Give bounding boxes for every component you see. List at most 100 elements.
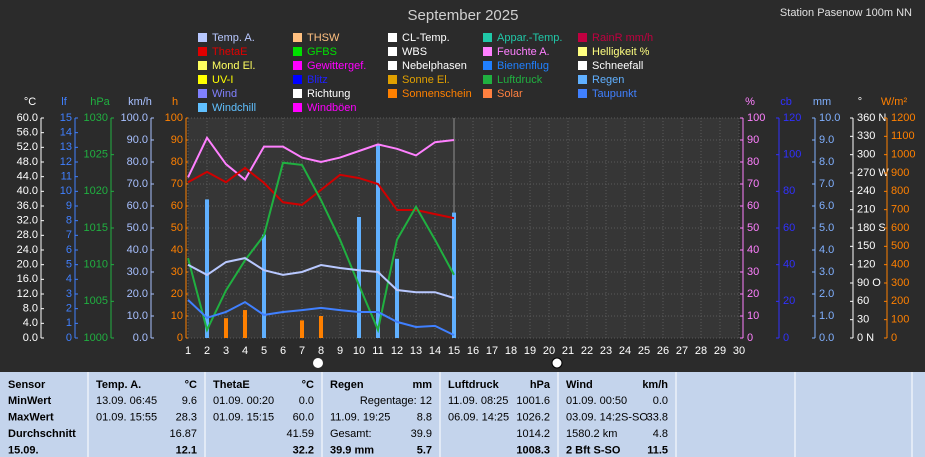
axis-unit: W/m² (881, 96, 908, 108)
tick-label: 36.0 (17, 200, 38, 212)
table-cell: 12.1 (176, 444, 197, 456)
legend-swatch (293, 89, 302, 98)
legend-swatch (483, 33, 492, 42)
tick-label: 0 (66, 332, 72, 344)
axis-unit: h (172, 96, 178, 108)
tick-label: 50 (747, 222, 759, 234)
tick-label: 12.0 (17, 288, 38, 300)
tick-label: 56.0 (17, 127, 38, 139)
table-cell: 11.09. 08:25 (448, 395, 508, 407)
tick-label: 20.0 (17, 259, 38, 271)
legend-swatch (198, 89, 207, 98)
table-cell: MaxWert (8, 411, 54, 423)
legend-label: GFBS (307, 46, 337, 58)
table-cell: Wind (566, 379, 593, 391)
tick-label: 70 (171, 178, 183, 190)
table-cell: km/h (642, 379, 668, 391)
tick-label: 60 (783, 222, 795, 234)
tick-label: 20 (783, 295, 795, 307)
series-line (187, 257, 455, 299)
tick-label: 0 (783, 332, 789, 344)
x-tick-label: 27 (676, 345, 688, 357)
tick-label: 30 (857, 314, 869, 326)
table-cell: 9.6 (182, 395, 197, 407)
legend-label: ThetaE (212, 46, 247, 58)
tick-label: 100.0 (120, 112, 148, 124)
legend-swatch (578, 89, 587, 98)
x-tick-label: 12 (391, 345, 403, 357)
legend-label: THSW (307, 32, 340, 44)
tick-label: 30.0 (127, 266, 148, 278)
legend-swatch (388, 89, 397, 98)
x-tick-label: 22 (581, 345, 593, 357)
tick-label: 24.0 (17, 244, 38, 256)
x-tick-label: 19 (524, 345, 536, 357)
tick-label: 11 (61, 171, 72, 183)
axis-unit: ° (858, 96, 862, 108)
legend-swatch (578, 75, 587, 84)
table-cell: 0.0 (299, 395, 314, 407)
table-cell: 16.87 (169, 428, 197, 440)
legend-swatch (483, 89, 492, 98)
bar (243, 310, 247, 338)
legend-label: CL-Temp. (402, 32, 450, 44)
x-tick-label: 1 (185, 345, 191, 357)
x-tick-label: 28 (695, 345, 707, 357)
tick-label: 40 (747, 244, 759, 256)
tick-label: 90 (171, 134, 183, 146)
tick-label: 20.0 (127, 288, 148, 300)
x-tick-label: 7 (299, 345, 305, 357)
table-cell: Sensor (8, 379, 46, 391)
tick-label: 0.0 (819, 332, 834, 344)
table-cell: ThetaE (213, 379, 250, 391)
tick-label: 70 (747, 178, 759, 190)
legend-label: Taupunkt (592, 88, 637, 100)
legend-label: Appar.-Temp. (497, 32, 562, 44)
tick-label: 90.0 (127, 134, 148, 146)
axis-unit: km/h (128, 96, 152, 108)
table-cell: 8.8 (417, 411, 432, 423)
tick-label: 1 (66, 317, 72, 329)
x-tick-label: 21 (562, 345, 574, 357)
series-line (187, 166, 455, 220)
tick-label: 40 (783, 259, 795, 271)
tick-label: 7.0 (819, 178, 834, 190)
table-cell: 39.9 (411, 428, 432, 440)
axis-unit: °C (24, 96, 36, 108)
tick-label: 80 (171, 156, 183, 168)
legend-label: Temp. A. (212, 32, 255, 44)
x-tick-label: 16 (467, 345, 479, 357)
legend-swatch (483, 47, 492, 56)
tick-label: 40 (171, 244, 183, 256)
table-cell: 06.09. 14:25 (448, 411, 509, 423)
table-cell: Regen (330, 379, 364, 391)
legend-swatch (198, 61, 207, 70)
table-cell: 39.9 mm (330, 444, 374, 456)
table-cell: 01.09. 15:15 (213, 411, 274, 423)
x-tick-label: 15 (448, 345, 460, 357)
legend-swatch (198, 103, 207, 112)
tick-label: 240 (857, 185, 875, 197)
table-cell: 0.0 (653, 395, 668, 407)
tick-label: 80 (783, 185, 795, 197)
legend-swatch (578, 61, 587, 70)
axis-unit: mm (813, 96, 831, 108)
tick-label: 90 O (857, 277, 881, 289)
table-cell: 28.3 (176, 411, 197, 423)
legend-swatch (388, 33, 397, 42)
x-tick-label: 26 (657, 345, 669, 357)
tick-label: 1200 (891, 112, 915, 124)
tick-label: 700 (891, 204, 909, 216)
tick-label: 3 (66, 288, 72, 300)
legend-label: Blitz (307, 74, 328, 86)
legend-swatch (578, 33, 587, 42)
x-tick-label: 25 (638, 345, 650, 357)
tick-label: 4.0 (23, 317, 38, 329)
tick-label: 6.0 (819, 200, 834, 212)
x-tick-label: 3 (223, 345, 229, 357)
table-cell: 4.8 (653, 428, 668, 440)
tick-label: 180 S (857, 222, 886, 234)
tick-label: 300 (857, 149, 875, 161)
x-tick-label: 17 (486, 345, 498, 357)
tick-label: 48.0 (17, 156, 38, 168)
